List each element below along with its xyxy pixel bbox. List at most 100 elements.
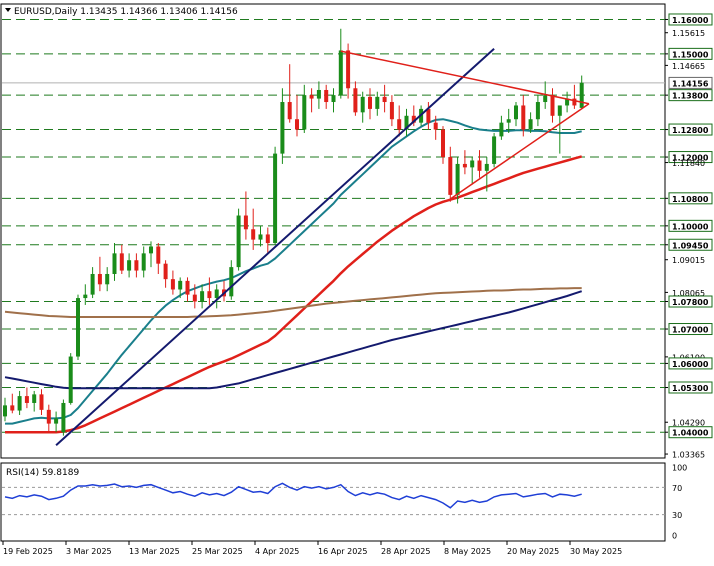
candle-body [579, 82, 584, 108]
candle-body [316, 89, 321, 99]
candle-body [207, 291, 212, 299]
candle-body [535, 102, 540, 120]
candle-body [331, 95, 336, 103]
candle-body [54, 418, 59, 424]
candle-body [258, 234, 263, 240]
candle-body [119, 253, 124, 271]
candle-body [214, 289, 219, 299]
chart-header-label: EURUSD,Daily 1.13435 1.14366 1.13406 1.1… [14, 7, 238, 17]
candle-body [565, 98, 570, 106]
price-tick-label: 1.12800 [672, 126, 709, 135]
rsi-tick-label: 0 [672, 532, 677, 541]
candle-body [514, 105, 518, 120]
candle-body [324, 89, 329, 103]
candle-body [46, 409, 51, 424]
candle-body [338, 50, 343, 96]
moving-average-3 [4, 290, 583, 390]
price-label-box [668, 192, 713, 205]
price-tick-label: 1.12000 [672, 154, 709, 163]
candle-body [528, 119, 533, 130]
x-tick-label: 4 Apr 2025 [255, 547, 299, 556]
candle-body [76, 298, 80, 357]
candle-body [375, 96, 380, 109]
candle-body [346, 50, 351, 89]
price-tick-label: 1.16000 [672, 16, 709, 25]
price-label-box [668, 219, 713, 232]
candle-body [68, 356, 73, 403]
candle-body [557, 105, 562, 116]
price-panel-frame [0, 3, 666, 459]
x-tick-label: 8 May 2025 [444, 547, 491, 556]
price-label-box [668, 426, 713, 439]
rsi-header-label: RSI(14) 59.8189 [6, 468, 79, 478]
price-label-box [668, 151, 713, 164]
candle-body [156, 246, 161, 264]
x-tick-label: 20 May 2025 [507, 547, 559, 556]
rsi-tick-label: 30 [672, 511, 682, 520]
current-price-label: 1.14156 [672, 79, 709, 88]
price-label-box [668, 89, 713, 102]
candle-body [10, 405, 15, 411]
candle-body [543, 95, 548, 103]
dropdown-triangle-icon [5, 8, 11, 12]
price-label-box [668, 295, 713, 308]
candle-body [499, 122, 504, 137]
candle-body [455, 163, 460, 195]
price-tick-label: 1.04000 [672, 429, 709, 438]
candle-body [287, 102, 292, 120]
price-label-box [668, 123, 713, 136]
rsi-tick-label: 100 [672, 464, 687, 473]
candle-body [426, 108, 431, 123]
candle-body [185, 280, 190, 295]
price-tick-label: 1.05300 [672, 384, 709, 393]
x-tick-label: 30 May 2025 [570, 547, 622, 556]
rsi-tick-label: 70 [672, 484, 682, 493]
price-tick-label: 1.15000 [672, 50, 709, 59]
candle-body [506, 119, 511, 123]
candle-body [280, 102, 285, 154]
lower-triangle-line [449, 103, 590, 200]
candle-body [572, 98, 577, 106]
candle-body [178, 280, 183, 290]
candle-body [112, 253, 117, 274]
candle-body [3, 405, 7, 417]
candle-body [265, 234, 270, 244]
candle-body [127, 260, 132, 271]
candle-body [441, 129, 445, 158]
price-label-box [668, 47, 713, 60]
price-tick-label: 1.10800 [672, 195, 709, 204]
moving-average-1 [5, 118, 582, 425]
price-label-box [668, 238, 713, 251]
candle-body [477, 160, 482, 171]
candle-body [134, 260, 139, 271]
candle-body [105, 273, 110, 285]
candle-body [32, 394, 37, 403]
candle-body [302, 95, 307, 130]
candle-body [97, 273, 102, 285]
candle-body [141, 253, 146, 271]
candle-body [163, 263, 168, 280]
candle-body [295, 119, 299, 130]
price-label-box [668, 323, 713, 336]
moving-average-2 [5, 155, 583, 434]
price-label-box [668, 357, 713, 370]
candle-body [236, 215, 241, 268]
candle-body [243, 215, 248, 230]
candle-body [309, 95, 314, 99]
x-tick-label: 25 Mar 2025 [192, 547, 243, 556]
candle-body [368, 96, 372, 109]
price-tick-label: 1.03365 [672, 451, 705, 460]
candle-body [192, 294, 197, 302]
price-tick-label: 1.07000 [672, 326, 709, 335]
support-line [55, 47, 495, 447]
price-tick-label: 1.09450 [672, 241, 709, 250]
moving-average-4 [4, 287, 582, 318]
price-tick-label: 1.09015 [672, 256, 705, 265]
candle-body [492, 136, 497, 164]
price-tick-label: 1.07800 [672, 298, 709, 307]
rsi-panel-frame [0, 462, 666, 542]
candle-body [353, 88, 358, 113]
candle-body [90, 273, 95, 295]
x-tick-label: 13 Mar 2025 [129, 547, 180, 556]
